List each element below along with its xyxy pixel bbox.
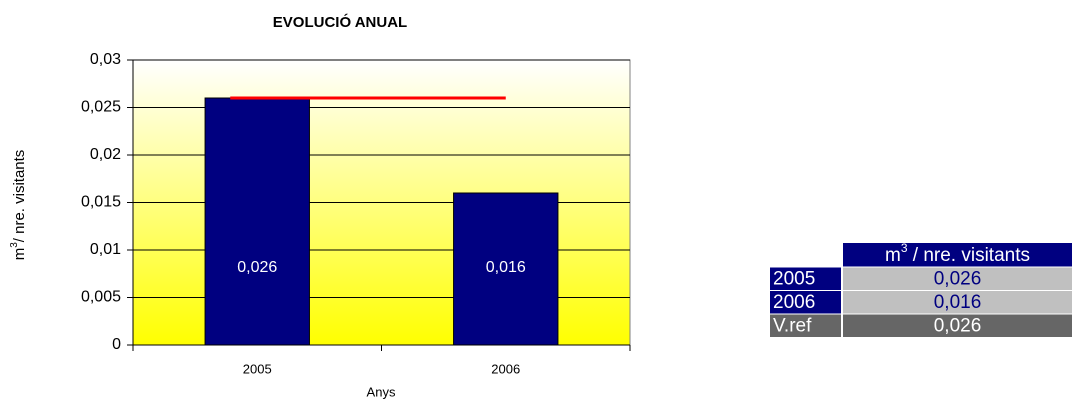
y-tick-label: 0,005 <box>81 289 121 306</box>
row-label-cell <box>770 291 841 314</box>
row-label-cell <box>770 314 841 337</box>
row-label: V.ref <box>773 315 812 336</box>
value-cell <box>843 314 1072 337</box>
y-axis-title: m3/ nre. visitants <box>9 150 28 261</box>
y-tick-label: 0,01 <box>90 241 121 258</box>
bar <box>453 192 559 346</box>
value-text: 0,016 <box>934 292 982 313</box>
value-text: 0,026 <box>934 315 982 336</box>
y-tick-label: 0,015 <box>81 194 121 211</box>
y-tick-label: 0,03 <box>90 51 121 68</box>
row-label: 2005 <box>773 268 815 289</box>
data-label: 0,026 <box>237 259 277 276</box>
header-text: m3 / nre. visitants <box>885 241 1030 266</box>
x-tick-label: 2005 <box>243 361 272 376</box>
x-tick-label: 2006 <box>491 361 520 376</box>
value-cell <box>843 291 1072 314</box>
row-label-cell <box>770 267 841 290</box>
table: m3 / nre. visitants 2005 0,026 2006 0,016 V.r… <box>770 241 1072 337</box>
x-axis-title: Anys <box>367 384 396 399</box>
data-label: 0,016 <box>486 259 526 276</box>
header-cell <box>843 243 1072 267</box>
value-cell <box>843 267 1072 290</box>
bar <box>204 97 310 346</box>
y-tick-label: 0 <box>112 336 121 353</box>
y-tick-label: 0,025 <box>81 99 121 116</box>
y-tick-label: 0,02 <box>90 146 121 163</box>
chart-title: EVOLUCIÓ ANUAL <box>273 13 407 31</box>
value-text: 0,026 <box>934 268 982 289</box>
row-label: 2006 <box>773 292 815 313</box>
